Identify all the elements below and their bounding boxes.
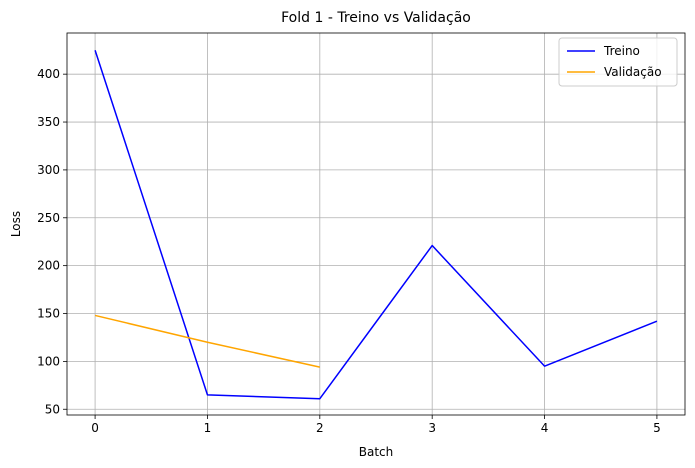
- y-tick-label: 100: [37, 354, 60, 368]
- x-tick-label: 5: [653, 421, 661, 435]
- x-axis-label: Batch: [359, 445, 394, 459]
- legend-entry-label: Validação: [604, 65, 662, 79]
- chart-title: Fold 1 - Treino vs Validação: [281, 10, 471, 26]
- y-axis-label: Loss: [9, 211, 23, 237]
- y-tick-label: 200: [37, 259, 60, 273]
- grid: [67, 33, 685, 415]
- series-line-treino: [94, 50, 658, 400]
- legend: Treino Validação: [558, 37, 678, 87]
- x-tick-label: 3: [428, 421, 436, 435]
- plot-frame: [66, 32, 686, 416]
- y-tick-label: 300: [37, 163, 60, 177]
- y-tick-label: 150: [37, 307, 60, 321]
- x-tick-label: 0: [91, 421, 99, 435]
- legend-box: [558, 37, 678, 87]
- y-tick-label: 50: [45, 402, 60, 416]
- x-tick-label: 2: [316, 421, 324, 435]
- y-tick-label: 400: [37, 67, 60, 81]
- x-tick-label: 1: [204, 421, 212, 435]
- axis-ticks: 0 1 2 3 4 5 50 100 150 200 250 300 350 400: [37, 67, 661, 435]
- x-tick-label: 4: [541, 421, 549, 435]
- y-tick-label: 350: [37, 115, 60, 129]
- series-line-valida-o: [94, 314, 320, 368]
- legend-entry-label: Treino: [603, 44, 640, 58]
- series-lines: [94, 50, 658, 400]
- y-tick-label: 250: [37, 211, 60, 225]
